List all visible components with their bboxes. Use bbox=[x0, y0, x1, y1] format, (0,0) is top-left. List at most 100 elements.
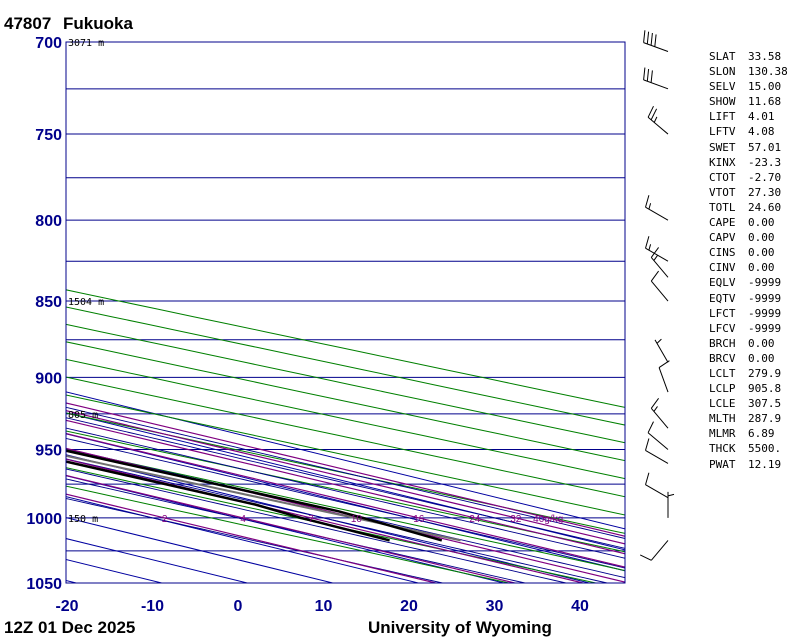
index-key: VTOT bbox=[709, 185, 736, 199]
data-source: University of Wyoming bbox=[368, 618, 552, 637]
wind-barb-850 bbox=[650, 270, 669, 302]
temperature-label-30: 30 bbox=[486, 598, 504, 615]
mixing-ratio-line-4 bbox=[66, 474, 518, 583]
index-key: BRCH bbox=[709, 336, 736, 350]
pressure-label-1000: 1000 bbox=[26, 511, 62, 528]
mixing-ratio-label-4: 4 bbox=[240, 514, 246, 525]
pressure-axis-labels: 700 750 800 850 900 950 1000 1050 bbox=[26, 35, 62, 593]
barb-full-flag bbox=[650, 108, 658, 121]
barb-staff bbox=[658, 367, 669, 393]
height-label-1000: 150 m bbox=[68, 514, 98, 525]
index-value: 24.60 bbox=[748, 200, 782, 214]
pressure-label-950: 950 bbox=[35, 443, 62, 460]
index-key: CAPV bbox=[709, 231, 736, 245]
barb-staff bbox=[645, 247, 669, 262]
index-row-selv: SELV 15.00 bbox=[709, 79, 799, 94]
mixing-ratio-line-10 bbox=[66, 447, 625, 583]
isotherm-40 bbox=[66, 391, 625, 530]
index-row-ctot: CTOT -2.70 bbox=[709, 170, 799, 185]
index-row-swet: SWET 57.01 bbox=[709, 140, 799, 155]
mixing-ratio-line-16 bbox=[66, 432, 625, 568]
barb-staff bbox=[645, 449, 669, 464]
barb-full-flag bbox=[643, 30, 646, 43]
index-key: CINS bbox=[709, 246, 736, 260]
index-key: SELV bbox=[709, 80, 736, 94]
index-value: -2.70 bbox=[748, 170, 782, 184]
mixing-ratio-line-40 bbox=[66, 402, 625, 537]
barb-full-flag bbox=[646, 68, 650, 82]
mixing-ratio-label-40: 40g/kg bbox=[533, 514, 563, 525]
dry-adiabat-380 bbox=[66, 289, 625, 408]
isotherm-10 bbox=[66, 454, 592, 583]
temperature-label--10: -10 bbox=[141, 598, 164, 615]
wind-barb-835 bbox=[650, 247, 669, 278]
pressure-label-750: 750 bbox=[35, 127, 62, 144]
index-row-cins: CINS 0.00 bbox=[709, 245, 799, 260]
moist-adiabat-0 bbox=[66, 478, 528, 583]
station-name: Fukuoka bbox=[63, 14, 133, 33]
index-row-mlmr: MLMR 6.89 bbox=[709, 426, 799, 441]
index-value: -23.3 bbox=[748, 155, 782, 169]
wind-barb-1017 bbox=[639, 540, 669, 561]
index-key: TOTL bbox=[709, 200, 736, 214]
barb-full-flag bbox=[643, 67, 646, 80]
index-row-eqtv: EQTV -9999 bbox=[709, 291, 799, 306]
moist-adiabat--10 bbox=[66, 498, 445, 583]
index-key: LCLE bbox=[709, 397, 736, 411]
wind-barb-910 bbox=[658, 360, 670, 393]
pressure-label-900: 900 bbox=[35, 370, 62, 387]
plot-frame bbox=[65, 41, 626, 584]
mixing-ratio-label-7: 7 bbox=[308, 514, 314, 525]
index-key: LFTV bbox=[709, 125, 736, 139]
mixing-ratio-label-32: 32 bbox=[510, 514, 522, 525]
mixing-ratio-line-7 bbox=[66, 458, 586, 583]
moist-adiabat-25 bbox=[66, 427, 625, 559]
barb-full-flag bbox=[645, 438, 650, 451]
index-value: 0.00 bbox=[748, 231, 775, 245]
index-key: PWAT bbox=[709, 457, 736, 471]
index-row-brcv: BRCV 0.00 bbox=[709, 351, 799, 366]
index-row-lclp: LCLP 905.8 bbox=[709, 381, 799, 396]
moist-adiabat-15 bbox=[66, 448, 625, 579]
barb-staff bbox=[647, 116, 669, 135]
index-value: 33.58 bbox=[748, 50, 782, 63]
isotherm-20 bbox=[66, 433, 625, 572]
isotherm--10 bbox=[66, 496, 421, 583]
wind-barb-750 bbox=[647, 105, 669, 135]
index-key: EQLV bbox=[709, 276, 736, 290]
sounding-profiles bbox=[66, 449, 461, 542]
temperature-axis-labels: -20 -10 0 10 20 30 40 bbox=[55, 598, 589, 615]
barb-full-flag bbox=[645, 472, 650, 485]
pressure-label-1050: 1050 bbox=[26, 576, 62, 593]
temperature-label--20: -20 bbox=[55, 598, 78, 615]
barb-staff bbox=[654, 339, 669, 363]
index-value: 279.9 bbox=[748, 366, 782, 380]
barb-full-flag bbox=[645, 195, 650, 208]
index-value: -9999 bbox=[748, 291, 782, 305]
barb-full-flag bbox=[650, 247, 660, 258]
index-key: MLMR bbox=[709, 427, 736, 441]
barb-full-flag bbox=[639, 554, 652, 561]
height-label-700: 3071 m bbox=[68, 38, 104, 49]
index-row-lclt: LCLT 279.9 bbox=[709, 366, 799, 381]
dry-adiabat-270 bbox=[66, 485, 512, 583]
index-value: 905.8 bbox=[748, 382, 782, 396]
index-key: SWET bbox=[709, 140, 736, 154]
index-value: 130.38 bbox=[748, 65, 788, 79]
temperature-label-40: 40 bbox=[571, 598, 589, 615]
index-row-thck: THCK 5500. bbox=[709, 441, 799, 456]
height-labels: 3071 m 1504 m 805 m 150 m bbox=[68, 38, 104, 525]
barb-staff bbox=[650, 407, 669, 429]
index-value: 57.01 bbox=[748, 140, 782, 154]
index-value: 0.00 bbox=[748, 336, 775, 350]
height-label-850: 1504 m bbox=[68, 297, 104, 308]
mixing-ratio-line-24 bbox=[66, 419, 625, 555]
index-row-vtot: VTOT 27.30 bbox=[709, 185, 799, 200]
index-value: 6.89 bbox=[748, 427, 775, 441]
wind-barb-725 bbox=[643, 67, 669, 90]
wind-barb-890 bbox=[654, 338, 669, 363]
index-row-lfct: LFCT -9999 bbox=[709, 306, 799, 321]
index-row-pwat: PWAT 12.19 bbox=[709, 457, 799, 472]
index-value: 307.5 bbox=[748, 397, 782, 411]
height-label-925: 805 m bbox=[68, 410, 98, 421]
